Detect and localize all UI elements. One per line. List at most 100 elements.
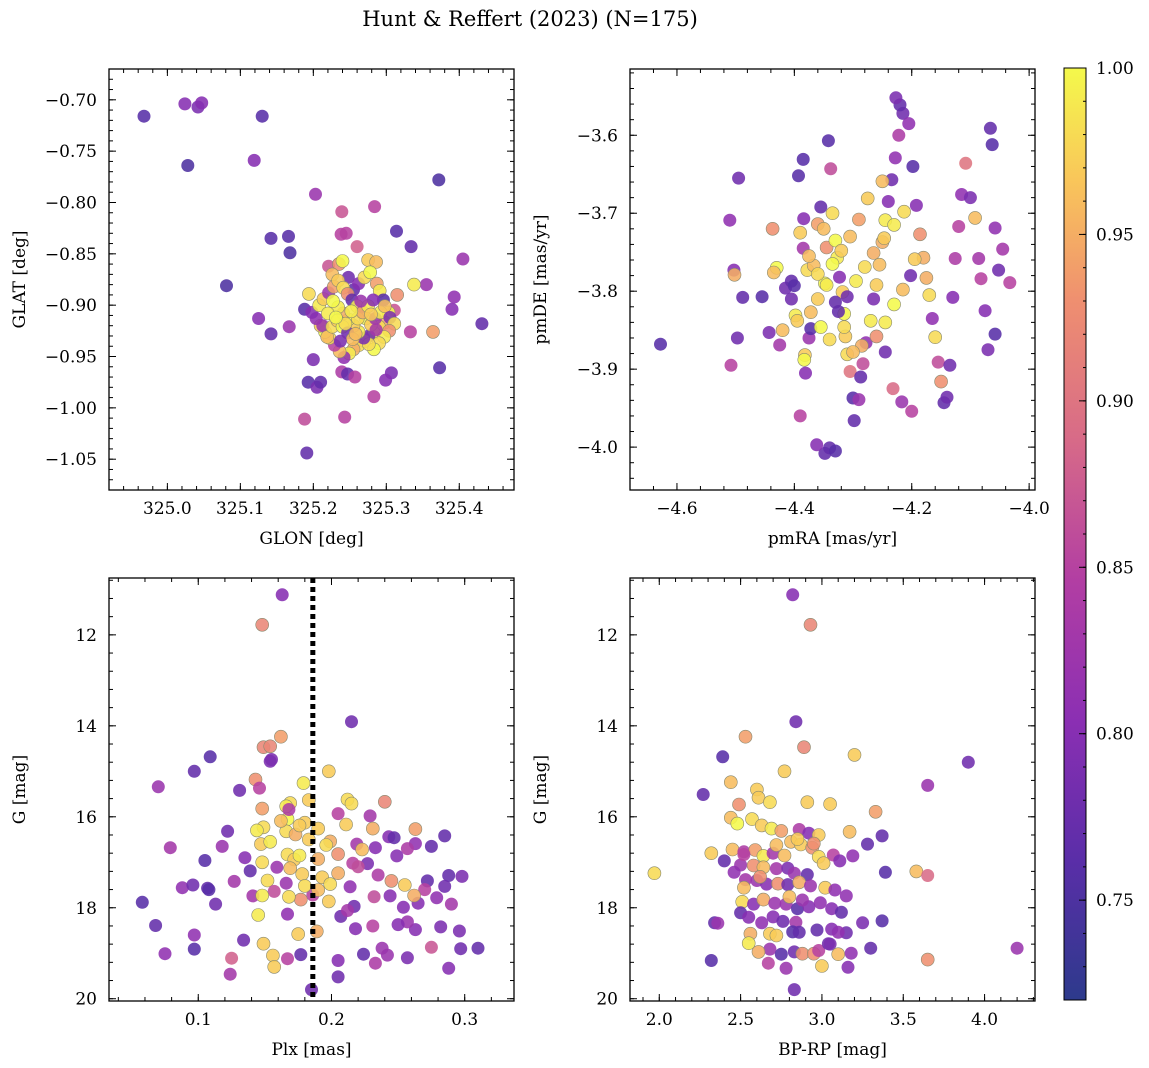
scatter-point	[983, 121, 997, 135]
y-tick-label: −3.8	[577, 282, 618, 302]
scatter-point	[445, 302, 459, 316]
scatter-point	[921, 869, 935, 882]
scatter-point	[221, 824, 235, 838]
scatter-point	[292, 848, 307, 863]
scatter-point	[856, 357, 870, 371]
scatter-point	[295, 867, 310, 881]
scatter-point	[985, 138, 999, 152]
scatter-point	[293, 892, 308, 907]
scatter-point	[803, 617, 818, 632]
scatter-point	[279, 876, 293, 890]
scatter-point	[195, 96, 209, 110]
scatter-point	[737, 880, 751, 895]
panel-2: −4.6 −4.4 −4.2 −4.0 −3.6 −3.7 −3.8 −3.9 −4.0 pmRA…	[531, 68, 1050, 549]
scatter-point	[369, 323, 383, 337]
scatter-point	[769, 838, 784, 852]
scatter-point	[992, 263, 1006, 277]
scatter-point	[799, 366, 812, 380]
scatter-point	[732, 171, 746, 185]
y-tick-label: 16	[75, 808, 97, 828]
scatter-point	[717, 854, 731, 868]
scatter-point	[225, 951, 239, 965]
scatter-point	[263, 739, 278, 754]
y-tick-label: 18	[75, 899, 97, 919]
scatter-point	[735, 894, 750, 909]
scatter-point	[825, 206, 840, 220]
scatter-point	[363, 265, 378, 280]
scatter-point	[309, 924, 324, 939]
scatter-point	[350, 240, 364, 254]
scatter-point	[647, 866, 662, 881]
scatter-point	[878, 345, 892, 359]
scatter-point	[831, 947, 846, 962]
scatter-point	[252, 312, 266, 325]
scatter-point	[300, 446, 314, 460]
colorbar-gradient	[1063, 67, 1087, 1001]
scatter-point	[227, 874, 241, 888]
scatter-point	[769, 928, 784, 943]
scatter-point	[793, 409, 807, 423]
y-tick-label: −0.95	[45, 348, 97, 368]
scatter-point	[762, 326, 776, 339]
scatter-points	[135, 588, 485, 997]
scatter-point	[822, 332, 837, 347]
scatter-point	[209, 897, 223, 911]
scatter-point	[812, 944, 826, 957]
scatter-point	[833, 854, 847, 868]
scatter-point	[220, 279, 233, 293]
x-tick-label: −4.6	[656, 499, 697, 519]
y-tick-label: 16	[596, 808, 618, 828]
scatter-point	[774, 824, 789, 838]
scatter-point	[922, 288, 937, 302]
scatter-point	[345, 715, 358, 729]
figure-title: Hunt & Reffert (2023) (N=175)	[362, 7, 698, 31]
scatter-point	[816, 856, 831, 871]
scatter-point	[867, 292, 881, 306]
x-tick-label: 2.5	[727, 1010, 754, 1030]
scatter-point	[454, 942, 468, 956]
scatter-point	[839, 889, 853, 903]
scatter-point	[267, 960, 282, 974]
scatter-point	[952, 220, 966, 233]
scatter-point	[275, 588, 289, 602]
scatter-point	[181, 159, 195, 172]
scatter-point	[341, 270, 355, 284]
scatter-point	[364, 307, 378, 322]
axes-frame	[108, 68, 515, 491]
scatter-point	[282, 229, 295, 243]
scatter-point	[773, 338, 787, 352]
scatter-point	[878, 865, 892, 879]
scatter-point	[403, 325, 417, 339]
scatter-point	[881, 195, 895, 208]
scatter-point	[380, 948, 394, 962]
y-tick-label: −3.7	[577, 204, 618, 224]
scatter-point	[736, 290, 750, 304]
scatter-point	[408, 822, 423, 836]
scatter-point	[1003, 276, 1017, 290]
scatter-point	[331, 954, 345, 967]
scatter-point	[432, 173, 446, 187]
scatter-point	[875, 914, 889, 928]
scatter-point	[390, 224, 403, 238]
scatter-point	[338, 410, 352, 424]
scatter-point	[790, 313, 805, 328]
scatter-point	[408, 923, 422, 937]
scatter-point	[896, 282, 910, 297]
scatter-point	[974, 272, 988, 286]
scatter-point	[704, 846, 719, 861]
scatter-point	[339, 817, 353, 832]
scatter-point	[782, 889, 797, 904]
scatter-point	[251, 908, 266, 922]
axes-frame	[629, 577, 1036, 1002]
scatter-point	[946, 290, 960, 304]
scatter-point	[753, 869, 767, 884]
scatter-point	[442, 869, 456, 882]
y-tick-label: −1.00	[45, 399, 97, 419]
x-tick-label: −4.0	[1008, 499, 1049, 519]
scatter-point	[187, 764, 201, 778]
scatter-point	[776, 914, 790, 928]
axes-frame	[108, 577, 515, 1002]
scatter-point	[355, 842, 369, 857]
colorbar: 0.75 0.80 0.85 0.90 0.95 1.00	[1063, 59, 1134, 1001]
scatter-point	[906, 160, 920, 173]
